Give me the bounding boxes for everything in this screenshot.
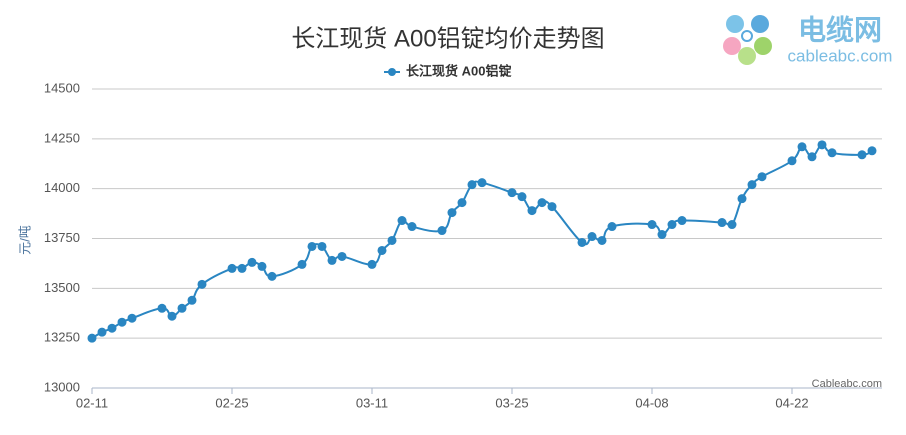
legend-marker xyxy=(388,68,396,76)
logo-petal xyxy=(723,37,741,55)
chart-title: 长江现货 A00铝锭均价走势图 xyxy=(291,25,604,52)
data-point xyxy=(517,192,527,202)
data-point xyxy=(597,235,607,245)
x-tick-label: 04-22 xyxy=(775,395,808,410)
y-tick-label: 13750 xyxy=(44,230,80,245)
data-point xyxy=(757,172,767,182)
y-tick-label: 13500 xyxy=(44,280,80,295)
logo-petal xyxy=(738,47,756,65)
data-point xyxy=(117,317,127,327)
data-point xyxy=(727,220,737,230)
data-point xyxy=(197,279,207,289)
data-point xyxy=(107,323,117,333)
data-point xyxy=(327,255,337,265)
data-point xyxy=(297,259,307,269)
data-point xyxy=(587,232,597,242)
data-point xyxy=(717,218,727,228)
data-point xyxy=(467,180,477,190)
x-tick-label: 04-08 xyxy=(635,395,668,410)
data-point xyxy=(317,241,327,251)
data-point xyxy=(267,271,277,281)
logo: 电缆网 cableabc.com xyxy=(723,14,892,65)
logo-petal xyxy=(754,37,772,55)
y-tick-label: 13000 xyxy=(44,379,80,394)
data-point xyxy=(607,222,617,232)
data-point xyxy=(237,263,247,273)
data-point xyxy=(667,220,677,230)
x-tick-label: 02-11 xyxy=(76,395,108,410)
data-point xyxy=(787,156,797,166)
data-point xyxy=(247,257,257,267)
data-point xyxy=(507,188,517,198)
logo-center xyxy=(741,30,753,42)
data-point xyxy=(307,241,317,251)
data-point xyxy=(527,206,537,216)
data-point xyxy=(87,333,97,343)
data-point xyxy=(797,142,807,152)
data-point xyxy=(397,216,407,226)
y-tick-label: 14000 xyxy=(44,180,80,195)
data-point xyxy=(457,198,467,208)
data-point xyxy=(187,295,197,305)
data-point xyxy=(377,245,387,255)
data-point xyxy=(657,230,667,240)
logo-petal xyxy=(751,15,769,33)
data-point xyxy=(817,140,827,150)
data-point xyxy=(167,311,177,321)
credit: Cableabc.com xyxy=(812,378,882,390)
data-point xyxy=(647,220,657,230)
x-tick-label: 03-25 xyxy=(495,395,528,410)
logo-petal xyxy=(726,15,744,33)
x-tick-label: 02-25 xyxy=(215,395,248,410)
logo-url: cableabc.com xyxy=(788,46,893,65)
legend-label: 长江现货 A00铝锭 xyxy=(406,63,511,78)
data-point xyxy=(97,327,107,337)
y-tick-label: 13250 xyxy=(44,330,80,345)
y-tick-label: 14250 xyxy=(44,130,80,145)
data-point xyxy=(867,146,877,156)
data-point xyxy=(407,222,417,232)
data-point xyxy=(577,237,587,247)
y-tick-label: 14500 xyxy=(44,80,80,95)
data-point xyxy=(747,180,757,190)
data-point xyxy=(227,263,237,273)
data-point xyxy=(367,259,377,269)
data-point xyxy=(157,303,167,313)
data-point xyxy=(387,235,397,245)
data-point xyxy=(437,226,447,236)
data-point xyxy=(447,208,457,218)
data-point xyxy=(177,303,187,313)
data-point xyxy=(477,178,487,188)
data-point xyxy=(257,261,267,271)
data-point xyxy=(807,152,817,162)
logo-name: 电缆网 xyxy=(798,14,882,45)
x-tick-label: 03-11 xyxy=(356,395,388,410)
data-point xyxy=(127,313,137,323)
data-point xyxy=(337,251,347,261)
data-point xyxy=(827,148,837,158)
data-point xyxy=(737,194,747,204)
data-point xyxy=(677,216,687,226)
data-point xyxy=(857,150,867,160)
data-point xyxy=(537,198,547,208)
data-point xyxy=(547,202,557,212)
y-axis-label: 元/吨 xyxy=(17,225,32,255)
